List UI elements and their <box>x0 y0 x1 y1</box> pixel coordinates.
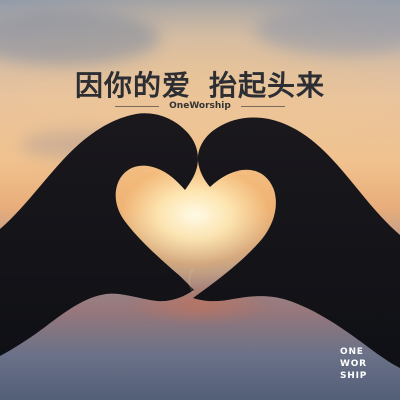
byline-right-divider <box>240 105 285 107</box>
title-right-text: 抬起头来 <box>209 69 326 102</box>
artist-byline: OneWorship <box>0 101 400 111</box>
left-hand-shape <box>0 113 198 356</box>
right-hand-shape <box>193 117 400 368</box>
oneworship-logo: ONE WOR SHIP <box>340 346 380 382</box>
cloud-layer-left <box>0 10 160 65</box>
logo-line-two: WOR <box>340 358 367 369</box>
cloud-layer-right <box>255 5 400 55</box>
album-title: 因你的爱 抬起头来 <box>0 64 400 104</box>
title-left-text: 因你的爱 <box>74 69 191 102</box>
artist-name: OneWorship <box>169 101 231 111</box>
logo-line-one: ONE <box>340 346 364 357</box>
logo-line-three: SHIP <box>340 370 368 381</box>
byline-left-divider <box>115 105 160 107</box>
